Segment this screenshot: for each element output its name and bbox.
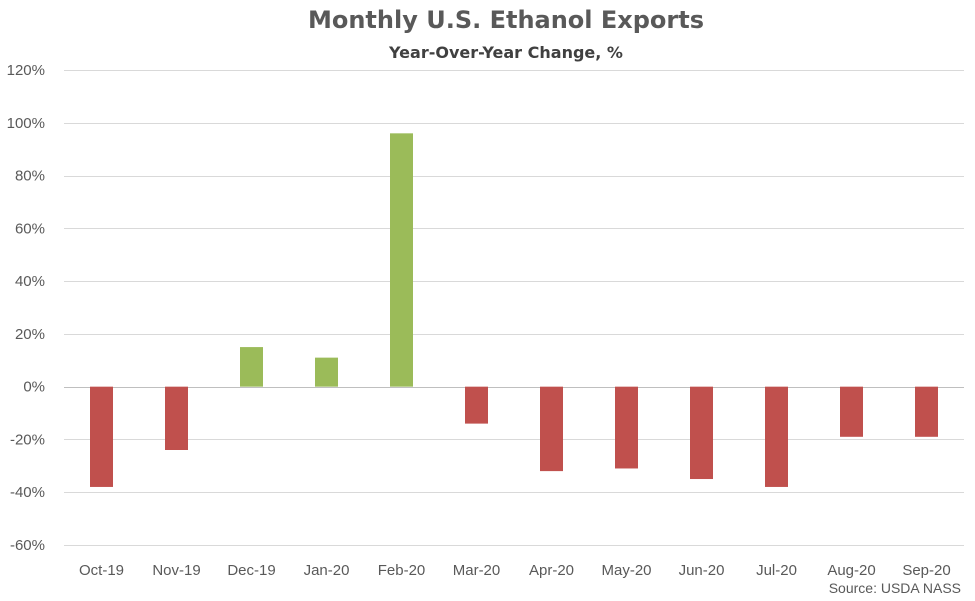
x-tick-label: Nov-19 xyxy=(152,562,200,579)
x-tick-label: Oct-19 xyxy=(79,562,124,579)
y-tick-label: 0% xyxy=(23,379,45,396)
y-tick-label: -60% xyxy=(10,537,45,554)
x-tick-label: Sep-20 xyxy=(902,562,950,579)
bar-dec-19 xyxy=(240,347,263,387)
source-note: Source: USDA NASS xyxy=(828,580,961,596)
x-tick-label: Aug-20 xyxy=(827,562,875,579)
bar-nov-19 xyxy=(165,386,188,450)
y-tick-label: 40% xyxy=(15,273,45,290)
x-tick-label: Apr-20 xyxy=(529,562,574,579)
y-axis-tick-labels: 120% 100% 80% 60% 40% 20% 0% -20% -40% -60% xyxy=(7,62,45,554)
bar-sep-20 xyxy=(915,386,938,437)
bars xyxy=(90,133,938,487)
chart-title: Monthly U.S. Ethanol Exports xyxy=(307,6,705,34)
y-tick-label: -20% xyxy=(10,431,45,448)
bar-may-20 xyxy=(615,386,638,469)
x-tick-label: Mar-20 xyxy=(453,562,501,579)
x-axis-tick-labels: Oct-19 Nov-19 Dec-19 Jan-20 Feb-20 Mar-20 Apr-… xyxy=(79,562,951,579)
bar-mar-20 xyxy=(465,386,488,424)
x-tick-label: Dec-19 xyxy=(227,562,275,579)
bar-jun-20 xyxy=(690,386,713,480)
x-tick-label: Jul-20 xyxy=(756,562,797,579)
y-tick-label: 80% xyxy=(15,168,45,185)
y-tick-label: 100% xyxy=(7,115,45,132)
bar-feb-20 xyxy=(390,133,413,387)
bar-aug-20 xyxy=(840,386,863,437)
chart-subtitle: Year-Over-Year Change, % xyxy=(389,43,623,62)
x-tick-label: Jan-20 xyxy=(304,562,350,579)
x-tick-label: Feb-20 xyxy=(378,562,426,579)
y-tick-label: 20% xyxy=(15,326,45,343)
bar-apr-20 xyxy=(540,386,563,472)
y-tick-label: 60% xyxy=(15,220,45,237)
y-tick-label: 120% xyxy=(7,62,45,79)
gridlines xyxy=(64,70,964,546)
bar-jul-20 xyxy=(765,386,788,487)
y-tick-label: -40% xyxy=(10,484,45,501)
x-tick-label: Jun-20 xyxy=(679,562,725,579)
bar-jan-20 xyxy=(315,357,338,387)
x-tick-label: May-20 xyxy=(601,562,651,579)
bar-oct-19 xyxy=(90,386,113,487)
